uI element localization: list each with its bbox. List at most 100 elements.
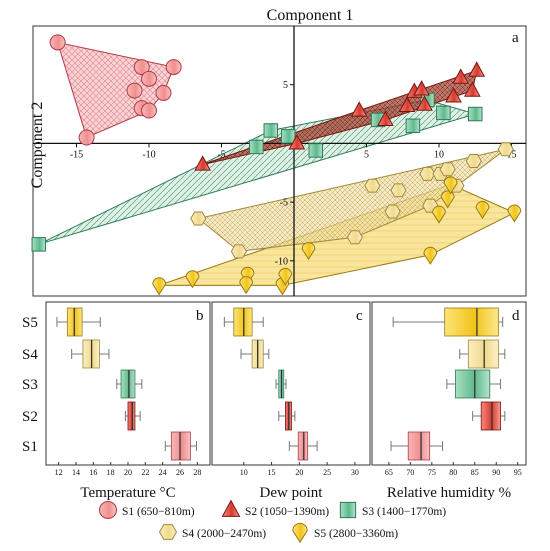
box-iqr — [480, 401, 501, 431]
box-x-tick-label: 10 — [240, 468, 248, 477]
category-label: S3 — [22, 377, 38, 393]
box-x-tick-label: 25 — [323, 468, 331, 477]
point-s1 — [141, 102, 157, 119]
box-x-tick-label: 28 — [193, 468, 201, 477]
legend-item-s2: S2 (1050−1390m) — [221, 499, 329, 518]
legend-marker-s5 — [292, 522, 308, 544]
point-s5 — [423, 246, 438, 265]
box-panels: S5 S4 S3 S2 S1 12 14 16 18 20 22 24 26 28 b Temperature… — [22, 301, 527, 501]
category-label: S5 — [22, 315, 38, 331]
category-label: S1 — [22, 439, 38, 455]
legend-item-s5: S5 (2800−3360m) — [292, 522, 398, 544]
panel-d-letter: d — [512, 308, 520, 324]
box-iqr — [170, 431, 191, 461]
legend-marker-s4 — [158, 524, 178, 540]
panel-b-letter: b — [196, 308, 204, 324]
point-s5 — [432, 205, 446, 224]
point-s2 — [464, 81, 481, 97]
legend-item-s1: S1 (650−810m) — [99, 501, 195, 519]
point-s4 — [497, 142, 514, 157]
point-s3 — [436, 105, 451, 121]
box-d-s4 — [459, 339, 506, 369]
legend-label: S4 (2000−2470m) — [182, 528, 266, 540]
box-d-s3 — [446, 369, 502, 399]
box-x-tick-label: 90 — [492, 468, 500, 477]
box-x-tick-label: 16 — [89, 468, 97, 477]
y-tick-label: -5 — [280, 198, 288, 209]
box-c-s3 — [275, 369, 287, 399]
box-x-tick-label: 30 — [351, 468, 359, 477]
point-s2 — [377, 110, 394, 127]
box-x-tick-label: 75 — [428, 468, 436, 477]
box-b-s5 — [56, 307, 101, 337]
point-s4 — [364, 178, 381, 193]
box-iqr — [444, 307, 499, 337]
category-label: S2 — [22, 409, 38, 425]
box-iqr — [297, 431, 309, 461]
box-iqr — [455, 369, 491, 399]
point-s2 — [398, 96, 416, 112]
box-b-s1 — [164, 431, 197, 461]
legend: S1 (650−810m) S2 (1050−1390m) S3 (1400−177… — [99, 499, 446, 544]
legend-label: S5 (2800−3360m) — [314, 528, 398, 540]
point-s4 — [419, 166, 436, 181]
box-x-tick-label: 14 — [72, 468, 80, 477]
box-b-s4 — [71, 339, 110, 369]
point-s4 — [390, 183, 407, 198]
point-s5 — [239, 276, 254, 295]
box-x-tick-label: 15 — [268, 468, 276, 477]
x-tick-label: -15 — [70, 149, 83, 160]
box-c-s1 — [288, 431, 318, 461]
point-s1 — [78, 129, 95, 146]
point-s5 — [443, 176, 458, 195]
legend-marker-s3 — [339, 501, 357, 519]
point-s2 — [416, 95, 433, 111]
point-s2 — [445, 87, 462, 103]
panel-a-xlabel: Component 1 — [267, 7, 354, 24]
point-s5 — [185, 270, 200, 289]
point-s4 — [439, 162, 456, 177]
point-s5 — [240, 266, 255, 285]
box-x-tick-label: 80 — [449, 468, 457, 477]
panel-c: 10 15 20 25 30 c Dew point — [211, 301, 371, 501]
point-s3 — [31, 237, 47, 252]
point-s5 — [278, 267, 293, 286]
panel-b: 12 14 16 18 20 22 24 26 28 b Temperature °C — [45, 301, 211, 501]
point-s1 — [165, 59, 182, 76]
point-s1 — [155, 84, 172, 101]
point-s3 — [249, 139, 264, 155]
legend-item-s4: S4 (2000−2470m) — [158, 524, 266, 540]
point-s2 — [452, 68, 470, 84]
box-iqr — [467, 339, 499, 369]
point-s1 — [49, 34, 66, 51]
point-s5 — [507, 204, 522, 223]
point-s1 — [141, 70, 157, 87]
box-b-s2 — [124, 401, 141, 431]
y-tick-label: -10 — [275, 256, 288, 267]
box-iqr — [127, 401, 136, 431]
box-b-s3 — [116, 369, 143, 399]
panel-c-letter: c — [356, 308, 363, 324]
box-iqr — [407, 431, 431, 461]
box-c-s2 — [278, 401, 296, 431]
point-s3 — [280, 129, 296, 144]
point-s4 — [346, 230, 363, 245]
box-c-s5 — [223, 307, 264, 337]
point-s1 — [133, 59, 150, 76]
box-x-tick-label: 70 — [406, 468, 414, 477]
point-s2 — [468, 61, 486, 77]
point-s3 — [263, 123, 279, 138]
point-s4 — [384, 204, 401, 219]
box-x-tick-label: 12 — [55, 468, 63, 477]
box-x-tick-label: 95 — [514, 468, 522, 477]
point-s5 — [475, 200, 490, 220]
panel-a-letter: a — [512, 30, 519, 46]
x-tick-label: 5 — [364, 149, 369, 160]
x-tick-label: 15 — [507, 149, 517, 160]
point-s3 — [308, 143, 323, 158]
point-s2 — [288, 134, 306, 150]
panel-a-axes: -15 -10 -5 5 10 15 5 -5 -10 — [33, 26, 526, 296]
panel-d-xlabel: Relative humidity % — [387, 485, 511, 501]
point-s5 — [152, 277, 167, 296]
panel-c-xlabel: Dew point — [260, 485, 324, 501]
